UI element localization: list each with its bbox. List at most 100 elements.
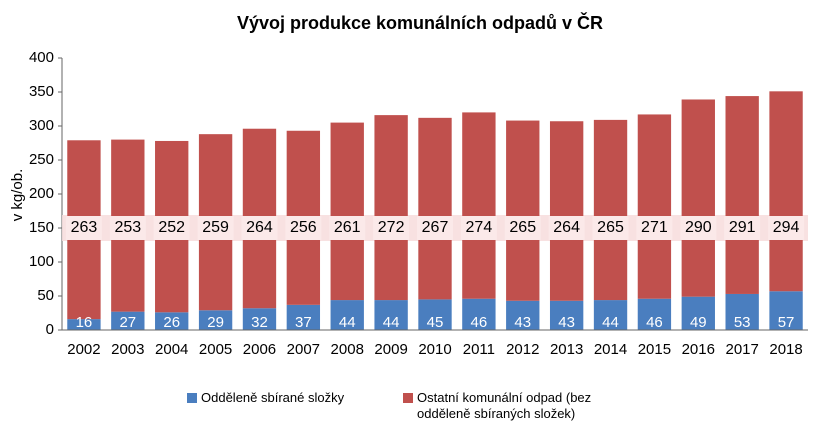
bar-segment <box>242 308 277 330</box>
bar-segment <box>725 96 759 294</box>
data-label: 271 <box>641 219 668 236</box>
data-label: 29 <box>207 314 224 331</box>
x-tick-label: 2013 <box>550 341 583 358</box>
legend-label: Ostatní komunální odpad (bez odděleně sb… <box>417 390 592 421</box>
data-label-bg <box>197 216 234 240</box>
data-label: 252 <box>158 219 185 236</box>
bar-segment <box>330 300 364 330</box>
x-tick-label: 2011 <box>463 341 495 358</box>
data-label: 44 <box>383 314 400 331</box>
data-label: 49 <box>690 314 707 331</box>
bar-segment <box>769 291 803 330</box>
y-tick-label: 200 <box>29 185 54 202</box>
data-label: 264 <box>553 219 580 236</box>
bar-segment <box>198 310 233 330</box>
data-label-bg <box>417 216 453 240</box>
data-label: 265 <box>509 219 536 236</box>
data-label-bg <box>285 216 322 240</box>
x-tick-label: 2009 <box>374 341 407 358</box>
x-tick-label: 2014 <box>594 341 627 358</box>
y-tick-label: 0 <box>46 321 54 338</box>
bar-segment <box>637 298 672 330</box>
data-label-bg <box>592 216 629 240</box>
data-label: 44 <box>602 314 619 331</box>
bar-segment <box>681 296 715 330</box>
x-tick-label: 2003 <box>111 341 144 358</box>
bar-segment <box>418 299 452 330</box>
y-tick-label: 350 <box>29 83 54 100</box>
data-label: 267 <box>422 219 449 236</box>
bar-segment <box>286 304 321 330</box>
data-label: 274 <box>466 219 493 236</box>
data-label-bg <box>241 216 278 240</box>
data-label-bg <box>109 216 146 240</box>
legend-swatch <box>187 393 197 403</box>
data-label: 45 <box>427 314 444 331</box>
x-tick-label: 2008 <box>331 341 364 358</box>
bar-segment <box>418 117 452 300</box>
bar-segment <box>462 298 496 330</box>
bar-segment <box>769 91 803 292</box>
data-label: 46 <box>471 314 488 331</box>
data-label-bg <box>680 216 717 240</box>
chart: Vývoj produkce komunálních odpadů v ČR v… <box>9 12 808 358</box>
data-label: 263 <box>71 219 98 236</box>
legend-swatch <box>403 393 413 403</box>
bar-segment <box>462 112 496 299</box>
x-tick-label: 2017 <box>725 341 758 358</box>
data-label: 256 <box>290 219 317 236</box>
data-label: 272 <box>378 219 405 236</box>
data-label-bg <box>548 216 585 240</box>
data-label: 44 <box>339 314 356 331</box>
y-tick-label: 250 <box>29 151 54 168</box>
data-label-bg <box>724 216 761 240</box>
bar-segment <box>637 114 672 299</box>
data-label: 253 <box>114 219 141 236</box>
chart-title: Vývoj produkce komunálních odpadů v ČR <box>237 12 603 33</box>
x-tick-label: 2005 <box>199 341 232 358</box>
data-label: 57 <box>778 314 795 331</box>
bar-segment <box>681 99 715 297</box>
data-label: 26 <box>163 314 180 331</box>
x-tick-label: 2007 <box>287 341 320 358</box>
data-label-bg <box>329 216 366 240</box>
bar-segment <box>725 293 759 330</box>
data-label: 264 <box>246 219 273 236</box>
bar-segment <box>549 300 584 330</box>
data-label: 46 <box>646 314 663 331</box>
y-tick-label: 100 <box>29 253 54 270</box>
data-label-bg <box>636 216 673 240</box>
y-tick-label: 150 <box>29 219 54 236</box>
x-tick-label: 2006 <box>243 341 276 358</box>
data-label: 37 <box>295 314 312 331</box>
y-tick-label: 300 <box>29 117 54 134</box>
data-label: 43 <box>514 314 531 331</box>
data-label-bg <box>504 216 541 240</box>
x-tick-label: 2015 <box>638 341 671 358</box>
data-label-bg <box>460 216 497 240</box>
data-label-bg <box>65 216 102 240</box>
data-label-bg <box>153 216 190 240</box>
data-label: 294 <box>773 219 800 236</box>
y-tick-label: 400 <box>29 49 54 66</box>
data-label: 290 <box>685 219 712 236</box>
data-label-bg <box>768 216 805 240</box>
bar-segment <box>549 121 584 301</box>
bar-segment <box>67 319 101 330</box>
y-tick-label: 50 <box>37 287 54 304</box>
x-tick-label: 2012 <box>506 341 539 358</box>
data-label-bg <box>373 216 410 240</box>
x-tick-label: 2018 <box>769 341 802 358</box>
bar-segment <box>330 122 364 301</box>
data-label: 291 <box>729 219 756 236</box>
data-label: 261 <box>334 219 361 236</box>
bar-segment <box>506 120 540 301</box>
bar-segment <box>593 300 628 330</box>
x-tick-label: 2010 <box>418 341 451 358</box>
data-label: 27 <box>119 314 136 331</box>
data-label: 43 <box>558 314 575 331</box>
data-label: 259 <box>202 219 229 236</box>
x-tick-label: 2002 <box>67 341 100 358</box>
bar-segment <box>506 300 540 330</box>
